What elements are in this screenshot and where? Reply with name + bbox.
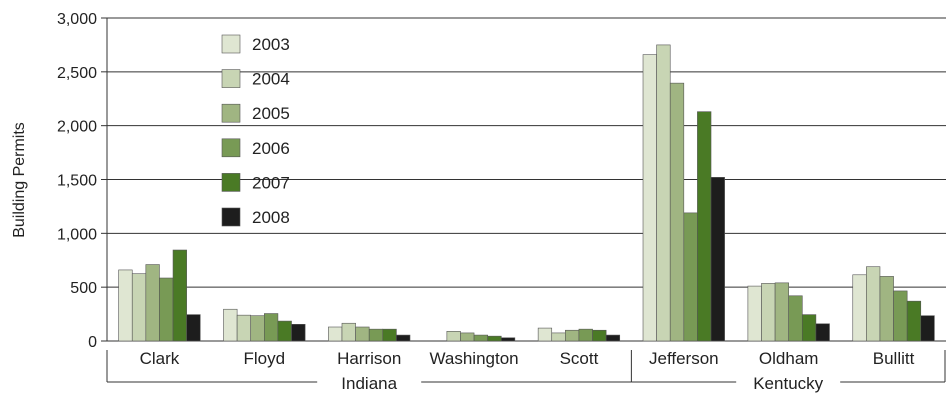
legend-label: 2007 — [252, 173, 290, 192]
legend-swatch — [221, 207, 241, 227]
legend-label: 2005 — [252, 104, 290, 123]
bar-clark-2008 — [186, 314, 201, 342]
bar-washington-2004 — [446, 331, 461, 342]
bar-scott-2004 — [551, 332, 566, 342]
y-tick-label: 1,000 — [57, 226, 97, 243]
bar-bullitt-2003 — [852, 274, 867, 342]
legend: 2003 2004 2005 2006 2007 2008 — [221, 34, 290, 227]
bar-washington-2007 — [487, 335, 502, 342]
category-label: Oldham — [759, 349, 819, 368]
bar-clark-2006 — [159, 277, 174, 342]
bar-scott-2003 — [537, 327, 553, 342]
bar-jefferson-2004 — [656, 44, 671, 342]
y-tick-label: 1,500 — [57, 173, 97, 190]
bar-harrison-2005 — [355, 326, 370, 342]
legend-swatch — [221, 69, 241, 88]
bar-floyd-2005 — [250, 315, 265, 342]
category-label: Harrison — [337, 349, 401, 368]
bar-oldham-2004 — [761, 283, 776, 342]
bar-scott-2007 — [592, 329, 607, 342]
bar-jefferson-2003 — [642, 54, 657, 342]
bar-oldham-2007 — [801, 314, 817, 342]
bar-bullitt-2006 — [893, 290, 908, 342]
legend-swatch — [221, 173, 241, 192]
bar-floyd-2003 — [223, 308, 238, 342]
bar-floyd-2004 — [236, 314, 252, 342]
legend-swatch — [221, 34, 241, 54]
bar-clark-2005 — [145, 264, 160, 342]
bar-scott-2005 — [565, 329, 580, 342]
bar-harrison-2008 — [396, 334, 411, 342]
bar-harrison-2007 — [382, 328, 397, 342]
bar-oldham-2006 — [788, 295, 803, 342]
bar-harrison-2006 — [368, 328, 384, 342]
bar-washington-2005 — [460, 332, 475, 342]
bar-floyd-2006 — [264, 313, 279, 342]
group-label: Indiana — [341, 374, 397, 393]
bars — [118, 44, 935, 342]
bar-bullitt-2007 — [906, 300, 922, 342]
bar-jefferson-2006 — [683, 212, 698, 342]
legend-label: 2003 — [252, 35, 290, 54]
bar-harrison-2003 — [328, 326, 343, 342]
axes: 0 500 1,000 1,500 2,000 2,500 3,000 Clark Floyd H… — [57, 11, 946, 393]
bar-oldham-2005 — [774, 282, 789, 342]
y-tick-label: 2,000 — [57, 119, 97, 136]
bar-jefferson-2008 — [710, 177, 725, 342]
bar-jefferson-2007 — [697, 111, 712, 342]
y-tick-label: 2,500 — [57, 65, 97, 82]
bar-oldham-2008 — [815, 323, 830, 342]
bar-bullitt-2004 — [866, 266, 881, 342]
bar-clark-2004 — [131, 273, 147, 342]
legend-label: 2004 — [252, 70, 290, 89]
y-tick-label: 0 — [88, 334, 97, 351]
category-label: Jefferson — [649, 349, 719, 368]
y-tick-label: 3,000 — [57, 11, 97, 28]
legend-label: 2006 — [252, 139, 290, 158]
category-label: Floyd — [244, 349, 286, 368]
category-label: Scott — [560, 349, 599, 368]
y-tick-label: 500 — [70, 280, 97, 297]
bar-harrison-2004 — [341, 322, 356, 342]
gridlines — [107, 17, 946, 342]
bar-clark-2003 — [118, 269, 133, 342]
category-label: Washington — [429, 349, 518, 368]
bar-washington-2008 — [500, 337, 516, 342]
bar-scott-2006 — [578, 328, 593, 342]
bar-jefferson-2005 — [669, 82, 685, 342]
bar-bullitt-2005 — [879, 276, 894, 342]
bar-washington-2006 — [473, 334, 488, 342]
bar-floyd-2007 — [277, 320, 292, 342]
bar-oldham-2003 — [747, 285, 762, 342]
category-label: Clark — [140, 349, 180, 368]
category-label: Bullitt — [873, 349, 915, 368]
bar-bullitt-2008 — [920, 315, 935, 342]
bar-floyd-2008 — [291, 324, 306, 342]
y-axis-title: Building Permits — [11, 122, 28, 238]
legend-swatch — [221, 138, 241, 158]
bar-scott-2008 — [605, 334, 621, 342]
legend-label: 2008 — [252, 208, 290, 227]
group-label: Kentucky — [753, 374, 823, 393]
bar-clark-2007 — [172, 249, 187, 342]
legend-swatch — [221, 103, 241, 123]
